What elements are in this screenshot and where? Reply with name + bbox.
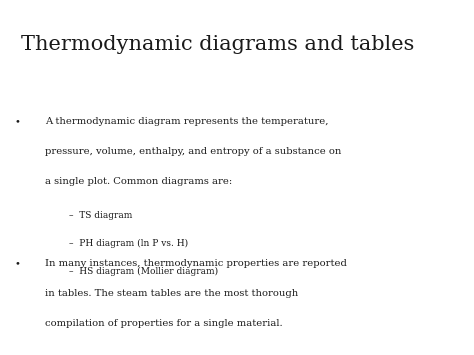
- Text: a single plot. Common diagrams are:: a single plot. Common diagrams are:: [45, 178, 232, 186]
- Text: –  PH diagram (ln P vs. H): – PH diagram (ln P vs. H): [69, 239, 188, 248]
- Text: in tables. The steam tables are the most thorough: in tables. The steam tables are the most…: [45, 289, 298, 298]
- Text: In many instances, thermodynamic properties are reported: In many instances, thermodynamic propert…: [45, 259, 347, 268]
- Text: A thermodynamic diagram represents the temperature,: A thermodynamic diagram represents the t…: [45, 117, 328, 126]
- Text: •: •: [14, 117, 20, 126]
- Text: •: •: [14, 259, 20, 268]
- Text: compilation of properties for a single material.: compilation of properties for a single m…: [45, 320, 283, 328]
- Text: pressure, volume, enthalpy, and entropy of a substance on: pressure, volume, enthalpy, and entropy …: [45, 147, 341, 156]
- Text: –  HS diagram (Mollier diagram): – HS diagram (Mollier diagram): [69, 267, 218, 276]
- Text: Thermodynamic diagrams and tables: Thermodynamic diagrams and tables: [21, 36, 415, 55]
- Text: –  TS diagram: – TS diagram: [69, 211, 132, 220]
